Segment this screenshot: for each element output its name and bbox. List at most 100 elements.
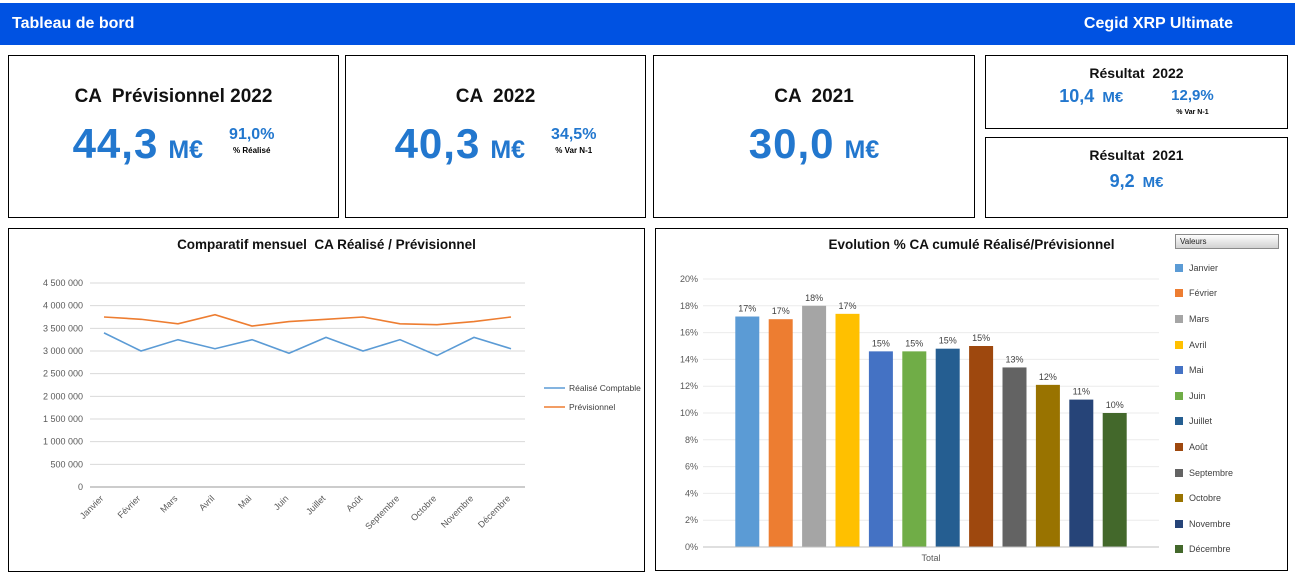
kpi-unit: M€ [1102, 89, 1124, 106]
kpi-percent: 91,0% [229, 125, 275, 143]
svg-text:6%: 6% [685, 462, 698, 472]
legend-label: Avril [1189, 339, 1207, 350]
kpi-card-ca-2022: CA 2022 40,3 M€ 34,5% % Var N-1 [345, 55, 646, 218]
kpi-value-row: 44,3 M€ 91,0% % Réalisé [9, 120, 338, 168]
svg-text:17%: 17% [772, 306, 790, 316]
svg-text:Réalisé Comptable: Réalisé Comptable [569, 383, 641, 393]
kpi-value: 9,2 M€ [1110, 171, 1164, 192]
legend-item: Janvier [1175, 255, 1279, 281]
kpi-unit: M€ [168, 136, 204, 164]
svg-text:2 000 000: 2 000 000 [43, 391, 83, 401]
legend-label: Janvier [1189, 262, 1219, 273]
legend-color-swatch [1175, 289, 1183, 298]
svg-text:10%: 10% [1106, 400, 1124, 410]
kpi-value-row: 9,2 M€ [986, 171, 1287, 192]
svg-text:3 000 000: 3 000 000 [43, 346, 83, 356]
line-chart-panel: Comparatif mensuel CA Réalisé / Prévisio… [8, 228, 645, 572]
svg-text:17%: 17% [738, 304, 756, 314]
legend-item: Novembre [1175, 511, 1279, 537]
svg-text:15%: 15% [872, 338, 890, 348]
svg-text:0%: 0% [685, 542, 698, 552]
kpi-value-row: 40,3 M€ 34,5% % Var N-1 [346, 120, 645, 168]
legend-color-swatch [1175, 340, 1183, 349]
svg-text:18%: 18% [805, 293, 823, 303]
svg-text:3 500 000: 3 500 000 [43, 323, 83, 333]
legend-item: Mai [1175, 357, 1279, 383]
kpi-title: CA 2021 [774, 86, 854, 107]
kpi-value-row: 10,4 M€ 12,9% % Var N-1 [986, 86, 1287, 116]
legend-item: Octobre [1175, 485, 1279, 511]
kpi-unit: M€ [1142, 174, 1164, 191]
svg-text:4%: 4% [685, 488, 698, 498]
legend-item: Avril [1175, 332, 1279, 358]
legend-label: Mars [1189, 313, 1209, 324]
kpi-value: 40,3 M€ [395, 120, 525, 168]
kpi-title: CA 2022 [455, 86, 536, 107]
svg-text:15%: 15% [905, 338, 923, 348]
kpi-card-ca-previsionnel-2022: CA Prévisionnel 2022 44,3 M€ 91,0% % Réa… [8, 55, 339, 218]
legend-label: Juin [1189, 390, 1206, 401]
legend-label: Juillet [1189, 416, 1213, 427]
bar-chart-panel: Evolution % CA cumulé Réalisé/Prévisionn… [655, 228, 1288, 571]
legend-item: Mars [1175, 306, 1279, 332]
legend-label: Octobre [1189, 493, 1222, 504]
svg-text:Décembre: Décembre [476, 493, 512, 529]
kpi-percent-block: 12,9% % Var N-1 [1171, 87, 1214, 116]
kpi-number: 9,2 [1109, 171, 1135, 191]
legend-label: Novembre [1189, 518, 1231, 529]
svg-text:Prévisionnel: Prévisionnel [569, 402, 615, 412]
svg-text:14%: 14% [680, 354, 698, 364]
kpi-percent: 34,5% [551, 125, 597, 143]
kpi-title: Résultat 2022 [1089, 65, 1184, 81]
kpi-number: 10,4 [1059, 86, 1095, 106]
brand-title: Cegid XRP Ultimate [1083, 15, 1233, 32]
svg-text:10%: 10% [680, 408, 698, 418]
kpi-value-row: 30,0 M€ [654, 120, 974, 168]
svg-text:Avril: Avril [197, 493, 216, 512]
svg-text:Janvier: Janvier [78, 493, 106, 521]
svg-text:Novembre: Novembre [439, 493, 475, 529]
svg-text:Total: Total [921, 553, 940, 563]
svg-text:500 000: 500 000 [50, 459, 83, 469]
legend-item: Août [1175, 434, 1279, 460]
svg-text:16%: 16% [680, 328, 698, 338]
legend-color-swatch [1175, 442, 1183, 451]
chart-title: Comparatif mensuel CA Réalisé / Prévisio… [177, 237, 476, 252]
svg-text:1 500 000: 1 500 000 [43, 414, 83, 424]
kpi-title: CA Prévisionnel 2022 [74, 86, 273, 107]
kpi-unit: M€ [844, 136, 880, 164]
kpi-card-resultat-2022: Résultat 2022 10,4 M€ 12,9% % Var N-1 [985, 55, 1288, 129]
header-bar: Tableau de bord Cegid XRP Ultimate [0, 3, 1295, 45]
svg-text:Juin: Juin [272, 493, 291, 512]
legend-color-swatch [1175, 494, 1183, 503]
kpi-percent-label: % Var N-1 [1176, 109, 1209, 116]
legend-item: Décembre [1175, 537, 1279, 563]
legend-color-swatch [1175, 314, 1183, 323]
svg-text:Octobre: Octobre [409, 493, 439, 523]
kpi-number: 40,3 [394, 120, 481, 167]
svg-text:18%: 18% [680, 301, 698, 311]
legend-color-swatch [1175, 519, 1183, 528]
kpi-number: 30,0 [748, 120, 835, 167]
svg-text:20%: 20% [680, 274, 698, 284]
legend-color-swatch [1175, 263, 1183, 272]
svg-text:Mars: Mars [158, 493, 180, 515]
svg-text:4 000 000: 4 000 000 [43, 301, 83, 311]
bar-chart-legend: Janvier Février Mars Avril Mai Juin Juillet Aoû… [1175, 255, 1279, 562]
legend-color-swatch [1175, 391, 1183, 400]
kpi-number: 44,3 [72, 120, 159, 167]
legend-item: Septembre [1175, 460, 1279, 486]
kpi-card-ca-2021: CA 2021 30,0 M€ [653, 55, 975, 218]
values-field-button[interactable]: Valeurs [1175, 234, 1279, 249]
legend-label: Décembre [1189, 544, 1231, 555]
svg-text:Juillet: Juillet [304, 493, 328, 517]
kpi-value: 10,4 M€ [1059, 86, 1123, 107]
legend-color-swatch [1175, 366, 1183, 375]
legend-color-swatch [1175, 417, 1183, 426]
svg-text:13%: 13% [1005, 354, 1023, 364]
svg-text:12%: 12% [680, 381, 698, 391]
chart-title: Evolution % CA cumulé Réalisé/Prévisionn… [828, 237, 1115, 252]
kpi-percent-label: % Var N-1 [555, 145, 593, 155]
svg-text:11%: 11% [1073, 387, 1090, 397]
